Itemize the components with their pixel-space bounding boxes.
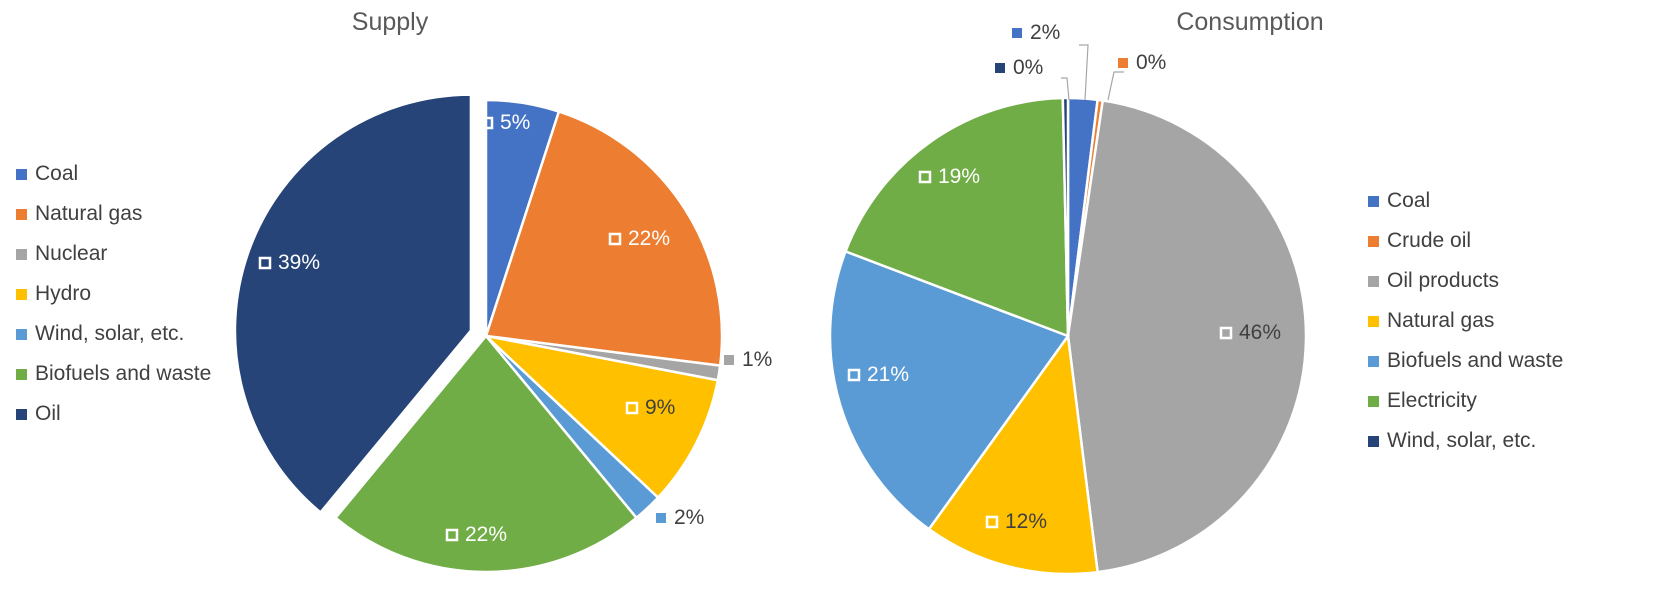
consumption-data-label-coal: 2%	[1030, 21, 1060, 44]
consumption-slice-natural-gas	[927, 332, 1100, 576]
consumption-data-label-crude-oil: 0%	[1136, 51, 1166, 74]
supply-legend-swatch-oil	[16, 409, 27, 420]
supply-slice-hydro	[482, 333, 720, 500]
supply-legend-label-natural-gas: Natural gas	[35, 202, 142, 225]
supply-data-labels: 5% 22% 1% 9% 2% 22% 39%	[258, 111, 772, 546]
supply-legend-swatch-coal	[16, 169, 27, 180]
supply-legend-label-coal: Coal	[35, 162, 78, 185]
consumption-leader-line-crude-oil	[1107, 71, 1124, 101]
consumption-legend: Coal Crude oil Oil products Natural gas Biof…	[1368, 189, 1563, 452]
consumption-legend-swatch-coal	[1368, 196, 1379, 207]
consumption-legend-swatch-natural-gas	[1368, 316, 1379, 327]
consumption-legend-label-natural-gas: Natural gas	[1387, 309, 1494, 332]
consumption-data-label-oil-products: 46%	[1239, 321, 1281, 344]
supply-data-label-biofuels-and-waste: 22%	[465, 523, 507, 546]
consumption-label-marker-wind-solar-etc	[995, 63, 1005, 73]
supply-legend-label-nuclear: Nuclear	[35, 242, 107, 265]
consumption-leader-line-coal	[1079, 44, 1089, 101]
supply-slice-oil	[233, 93, 473, 515]
supply-slice-natural-gas	[484, 109, 724, 367]
consumption-label-marker-electricity	[918, 170, 932, 184]
supply-label-marker-wind-solar-etc	[656, 513, 666, 523]
supply-data-label-coal: 5%	[500, 111, 530, 134]
consumption-legend-swatch-oil-products	[1368, 276, 1379, 287]
consumption-label-marker-natural-gas	[985, 515, 999, 529]
supply-label-marker-natural-gas	[608, 232, 622, 246]
consumption-legend-label-wind-solar-etc: Wind, solar, etc.	[1387, 429, 1536, 452]
supply-pie	[233, 93, 724, 574]
supply-slice-biofuels-and-waste	[333, 334, 639, 574]
supply-label-marker-nuclear	[724, 355, 734, 365]
consumption-chart-title: Consumption	[1176, 8, 1323, 36]
consumption-slice-biofuels-and-waste	[828, 249, 1070, 531]
supply-data-label-hydro: 9%	[645, 396, 675, 419]
supply-label-marker-coal	[480, 116, 494, 130]
consumption-leader-line-wind-solar-etc	[1061, 77, 1070, 101]
consumption-legend-swatch-crude-oil	[1368, 236, 1379, 247]
supply-legend-swatch-hydro	[16, 289, 27, 300]
supply-legend-swatch-nuclear	[16, 249, 27, 260]
consumption-label-marker-oil-products	[1219, 326, 1233, 340]
consumption-legend-label-biofuels-and-waste: Biofuels and waste	[1387, 349, 1563, 372]
consumption-data-label-wind-solar-etc: 0%	[1013, 56, 1043, 79]
supply-legend-label-wind-solar-etc: Wind, solar, etc.	[35, 322, 184, 345]
consumption-slice-electricity	[843, 96, 1070, 338]
supply-label-marker-hydro	[625, 401, 639, 415]
consumption-pie	[828, 96, 1308, 576]
consumption-label-marker-biofuels-and-waste	[847, 368, 861, 382]
consumption-legend-swatch-wind-solar-etc	[1368, 436, 1379, 447]
consumption-legend-label-oil-products: Oil products	[1387, 269, 1499, 292]
consumption-legend-swatch-electricity	[1368, 396, 1379, 407]
supply-chart-title: Supply	[352, 8, 429, 36]
supply-legend-label-hydro: Hydro	[35, 282, 91, 305]
supply-data-label-natural-gas: 22%	[628, 227, 670, 250]
supply-data-label-wind-solar-etc: 2%	[674, 506, 704, 529]
consumption-legend-label-crude-oil: Crude oil	[1387, 229, 1471, 252]
supply-legend: Coal Natural gas Nuclear Hydro Wind, solar, …	[16, 162, 211, 425]
supply-data-label-nuclear: 1%	[742, 348, 772, 371]
consumption-data-label-biofuels-and-waste: 21%	[867, 363, 909, 386]
consumption-legend-label-electricity: Electricity	[1387, 389, 1477, 412]
consumption-data-labels: 2% 0% 46% 12% 21% 19% 0%	[847, 21, 1281, 533]
consumption-label-marker-crude-oil	[1118, 58, 1128, 68]
supply-legend-label-oil: Oil	[35, 402, 61, 425]
supply-legend-swatch-wind-solar-etc	[16, 329, 27, 340]
consumption-slice-oil-products	[1066, 99, 1308, 574]
consumption-label-marker-coal	[1012, 28, 1022, 38]
supply-legend-swatch-natural-gas	[16, 209, 27, 220]
supply-legend-swatch-biofuels-and-waste	[16, 369, 27, 380]
consumption-data-label-natural-gas: 12%	[1005, 510, 1047, 533]
supply-data-label-oil: 39%	[278, 251, 320, 274]
supply-legend-label-biofuels-and-waste: Biofuels and waste	[35, 362, 211, 385]
consumption-slice-wind-solar-etc	[1061, 96, 1070, 337]
supply-label-marker-oil	[258, 256, 272, 270]
consumption-legend-label-coal: Coal	[1387, 189, 1430, 212]
consumption-legend-swatch-biofuels-and-waste	[1368, 356, 1379, 367]
supply-label-marker-biofuels-and-waste	[445, 528, 459, 542]
consumption-data-label-electricity: 19%	[938, 165, 980, 188]
